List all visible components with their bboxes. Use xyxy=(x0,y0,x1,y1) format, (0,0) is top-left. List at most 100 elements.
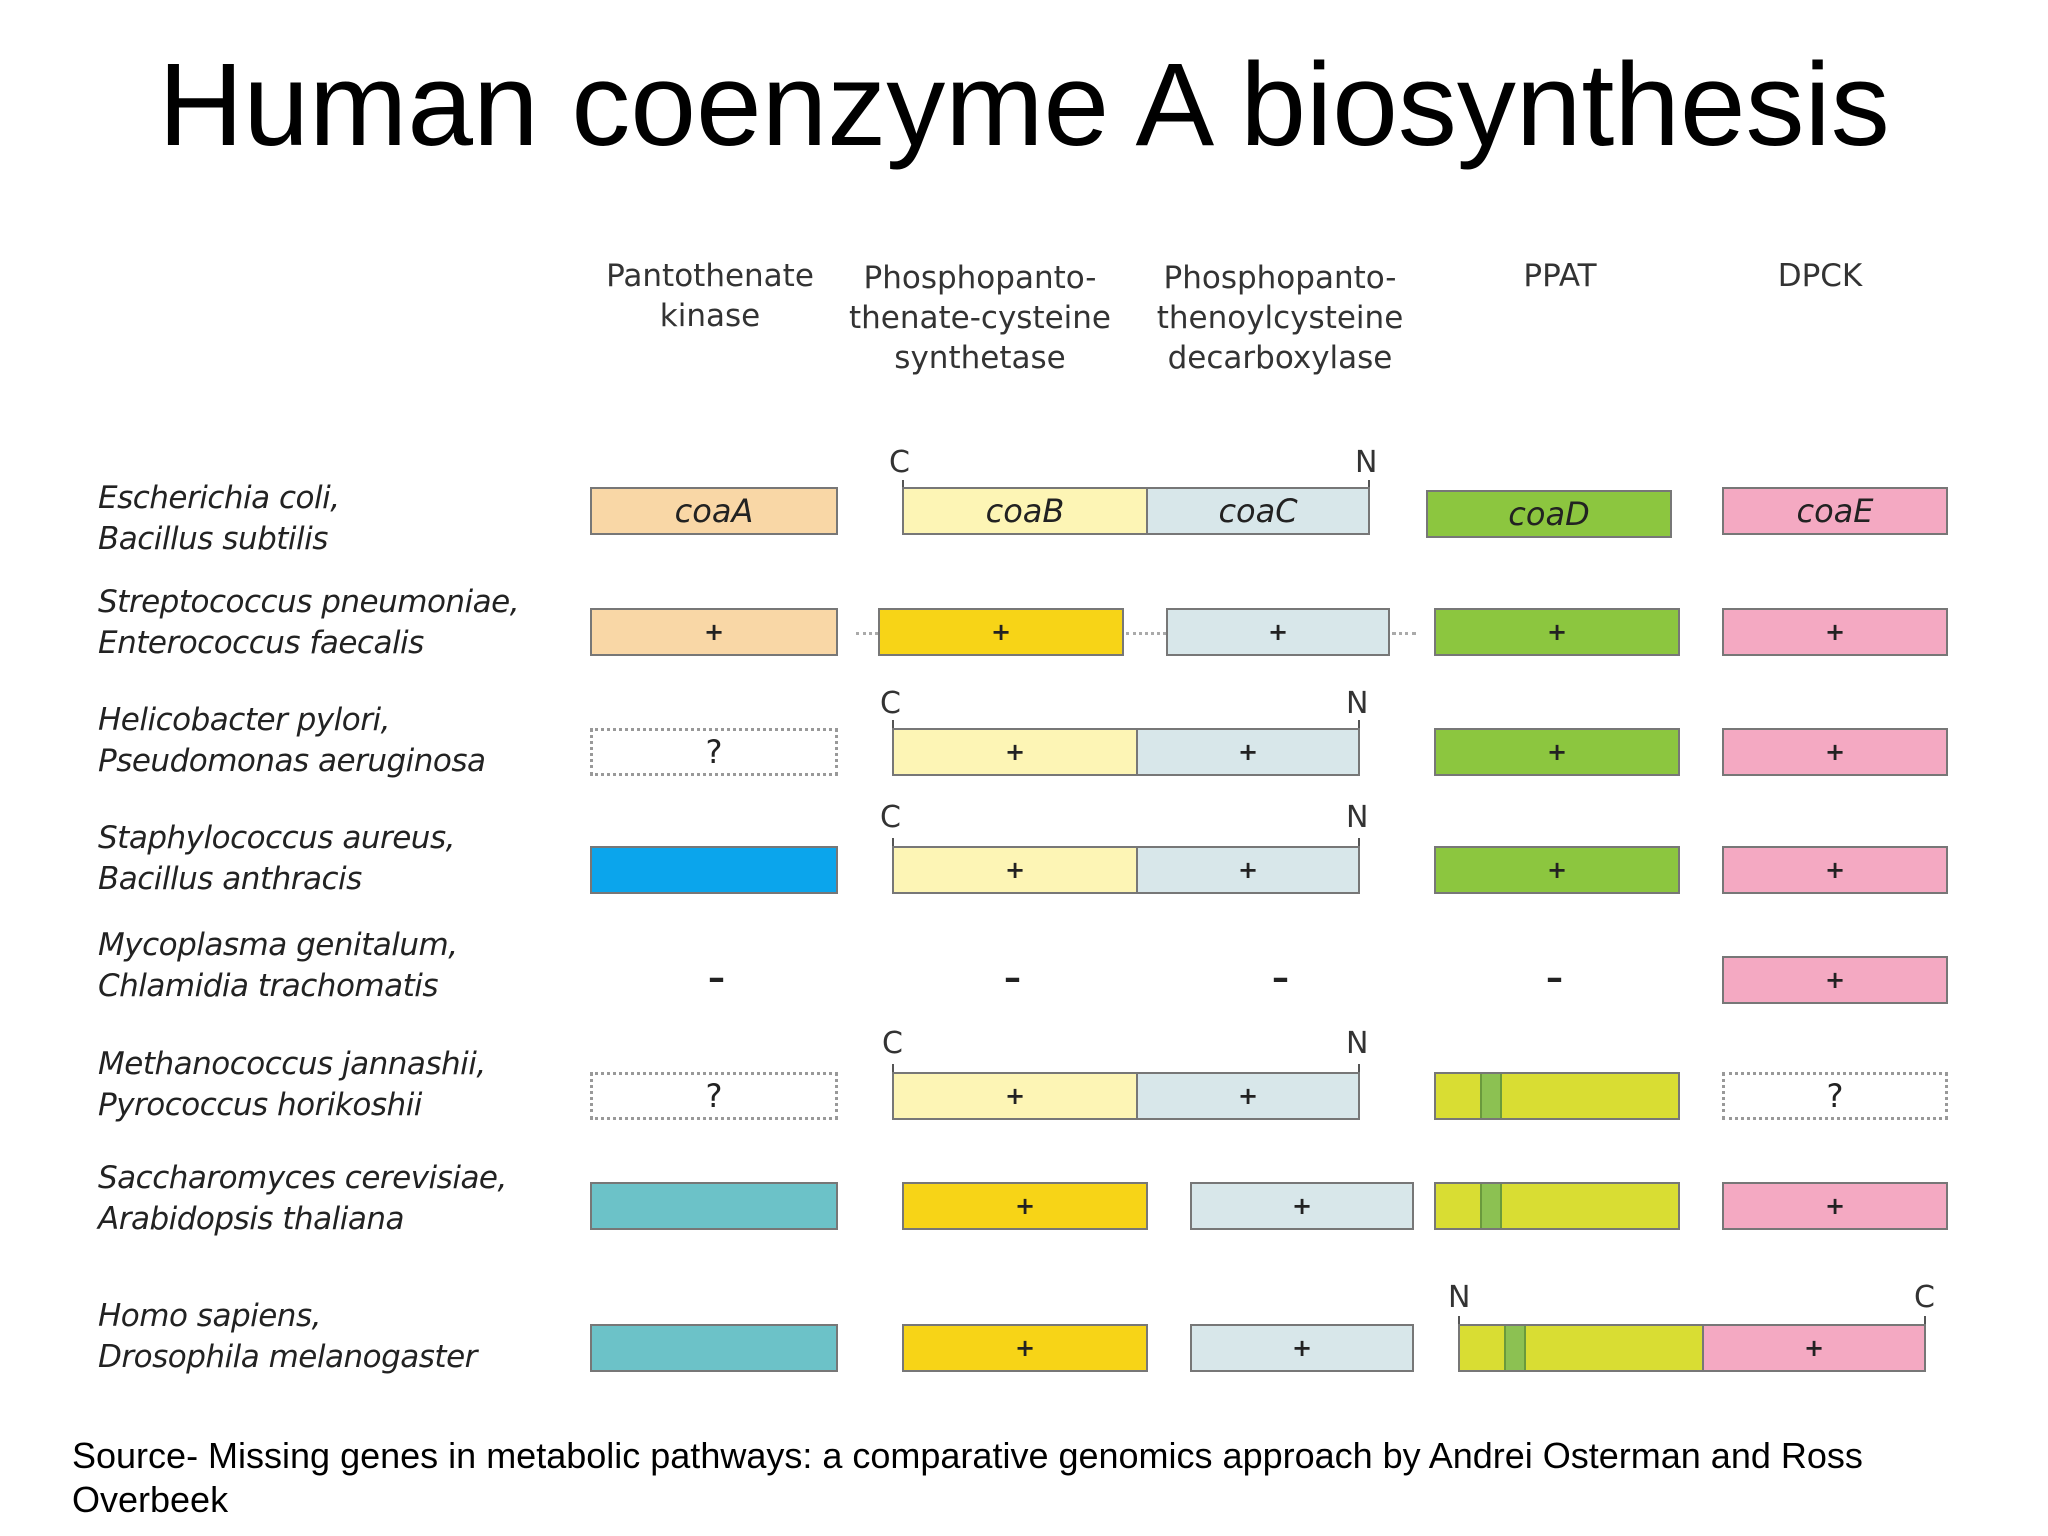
gene-box-ppcdc: + xyxy=(1166,608,1390,656)
present-mark: + xyxy=(703,618,725,646)
gene-box-dpck: + xyxy=(1722,1182,1948,1230)
slide-title: Human coenzyme A biosynthesis xyxy=(158,39,1890,171)
gene-box-ppcs: + xyxy=(892,846,1138,894)
gap-dots xyxy=(1392,632,1416,635)
present-mark: + xyxy=(1291,1334,1313,1362)
present-mark: + xyxy=(1004,1082,1026,1110)
gene-label: coaC xyxy=(1218,492,1298,530)
gene-box-ppcdc: + xyxy=(1190,1182,1414,1230)
organism-label-4: Staphylococcus aureus, Bacillus anthraci… xyxy=(98,820,455,897)
present-mark: + xyxy=(1824,856,1846,884)
present-mark: + xyxy=(1291,1192,1313,1220)
source-citation: Source- Missing genes in metabolic pathw… xyxy=(72,1435,1863,1520)
gene-box-kinase-unknown: ? xyxy=(590,728,838,776)
gene-box-ppat: + xyxy=(1434,846,1680,894)
gene-box-coaC: coaC xyxy=(1146,487,1370,535)
present-mark: + xyxy=(990,618,1012,646)
gene-label: coaA xyxy=(674,492,754,530)
gene-box-coaB: coaB xyxy=(902,487,1148,535)
present-mark: + xyxy=(1237,856,1259,884)
gene-box-coasy-ppat-domain xyxy=(1458,1324,1704,1372)
organism-label-8: Homo sapiens, Drosophila melanogaster xyxy=(98,1298,477,1375)
n-terminal-label: N xyxy=(1448,1280,1471,1315)
present-mark: + xyxy=(1014,1192,1036,1220)
header-pantothenate-kinase: Pantothenate kinase xyxy=(606,258,814,334)
unknown-mark: ? xyxy=(705,733,723,771)
header-ppcs: Phosphopanto- thenate-cysteine synthetas… xyxy=(848,260,1112,376)
present-mark: + xyxy=(1824,966,1846,994)
gene-box-kinase-unknown: ? xyxy=(590,1072,838,1120)
present-mark: + xyxy=(1237,738,1259,766)
present-mark: + xyxy=(1004,856,1026,884)
unknown-mark: ? xyxy=(1826,1077,1844,1115)
header-ppcdc: Phosphopanto- thenoylcysteine decarboxyl… xyxy=(1156,260,1404,376)
gene-box-ppcs: + xyxy=(902,1324,1148,1372)
present-mark: + xyxy=(1237,1082,1259,1110)
gene-box-ppcs: + xyxy=(892,728,1138,776)
present-mark: + xyxy=(1824,1192,1846,1220)
gene-box-ppcs: + xyxy=(902,1182,1148,1230)
present-mark: + xyxy=(1803,1334,1825,1362)
gene-box-ppat: + xyxy=(1434,728,1680,776)
gene-box-kinase-type3 xyxy=(590,1182,838,1230)
domain-stripe xyxy=(1504,1326,1526,1370)
domain-stripe xyxy=(1480,1074,1502,1118)
gene-box-ppcdc: + xyxy=(1136,728,1360,776)
organism-label-3: Helicobacter pylori, Pseudomonas aerugin… xyxy=(98,702,486,779)
gene-box-ppat: + xyxy=(1434,608,1680,656)
absent-mark: – xyxy=(708,958,725,998)
gene-box-coaA: coaA xyxy=(590,487,838,535)
gene-box-kinase-type3 xyxy=(590,1324,838,1372)
gene-box-kinase-type2 xyxy=(590,846,838,894)
gene-box-coaD: coaD xyxy=(1426,490,1672,538)
gene-box-ppat-archaeal xyxy=(1434,1182,1680,1230)
header-dpck: DPCK xyxy=(1777,258,1863,294)
organism-label-7: Saccharomyces cerevisiae, Arabidopsis th… xyxy=(98,1160,507,1237)
c-terminal-label: C xyxy=(1914,1280,1935,1315)
gene-box-dpck: + xyxy=(1722,728,1948,776)
present-mark: + xyxy=(1546,738,1568,766)
gene-box-dpck-unknown: ? xyxy=(1722,1072,1948,1120)
n-terminal-label: N xyxy=(1346,1026,1369,1061)
domain-stripe xyxy=(1480,1184,1502,1228)
present-mark: + xyxy=(1004,738,1026,766)
gene-box-ppcdc: + xyxy=(1136,846,1360,894)
gene-box-coasy-dpck-domain: + xyxy=(1702,1324,1926,1372)
gene-box-dpck: + xyxy=(1722,608,1948,656)
header-ppat: PPAT xyxy=(1523,258,1597,294)
present-mark: + xyxy=(1267,618,1289,646)
c-terminal-label: C xyxy=(880,800,901,835)
present-mark: + xyxy=(1014,1334,1036,1362)
gene-box-ppat-archaeal xyxy=(1434,1072,1680,1120)
absent-mark: – xyxy=(1004,958,1021,998)
gene-box-dpck: + xyxy=(1722,846,1948,894)
present-mark: + xyxy=(1824,738,1846,766)
gene-box-coaE: coaE xyxy=(1722,487,1948,535)
gap-dots xyxy=(856,632,878,635)
present-mark: + xyxy=(1546,618,1568,646)
gene-label: coaD xyxy=(1508,495,1590,533)
gene-box-dpck: + xyxy=(1722,956,1948,1004)
absent-mark: – xyxy=(1272,958,1289,998)
absent-mark: – xyxy=(1546,958,1563,998)
n-terminal-label: N xyxy=(1346,686,1369,721)
gene-label: coaB xyxy=(985,492,1065,530)
c-terminal-label: C xyxy=(889,445,910,480)
organism-label-1: Escherichia coli, Bacillus subtilis xyxy=(98,480,340,557)
gene-box-ppcs: + xyxy=(892,1072,1138,1120)
n-terminal-label: N xyxy=(1355,445,1378,480)
gap-dots xyxy=(1126,632,1166,635)
gene-box-ppcs: + xyxy=(878,608,1124,656)
n-terminal-label: N xyxy=(1346,800,1369,835)
unknown-mark: ? xyxy=(705,1077,723,1115)
gene-box-ppcdc: + xyxy=(1136,1072,1360,1120)
organism-label-6: Methanococcus jannashii, Pyrococcus hori… xyxy=(98,1046,486,1123)
gene-box-kinase: + xyxy=(590,608,838,656)
present-mark: + xyxy=(1824,618,1846,646)
c-terminal-label: C xyxy=(882,1026,903,1061)
gene-box-ppcdc: + xyxy=(1190,1324,1414,1372)
c-terminal-label: C xyxy=(880,686,901,721)
gene-label: coaE xyxy=(1796,492,1874,530)
organism-label-2: Streptococcus pneumoniae, Enterococcus f… xyxy=(98,584,520,661)
